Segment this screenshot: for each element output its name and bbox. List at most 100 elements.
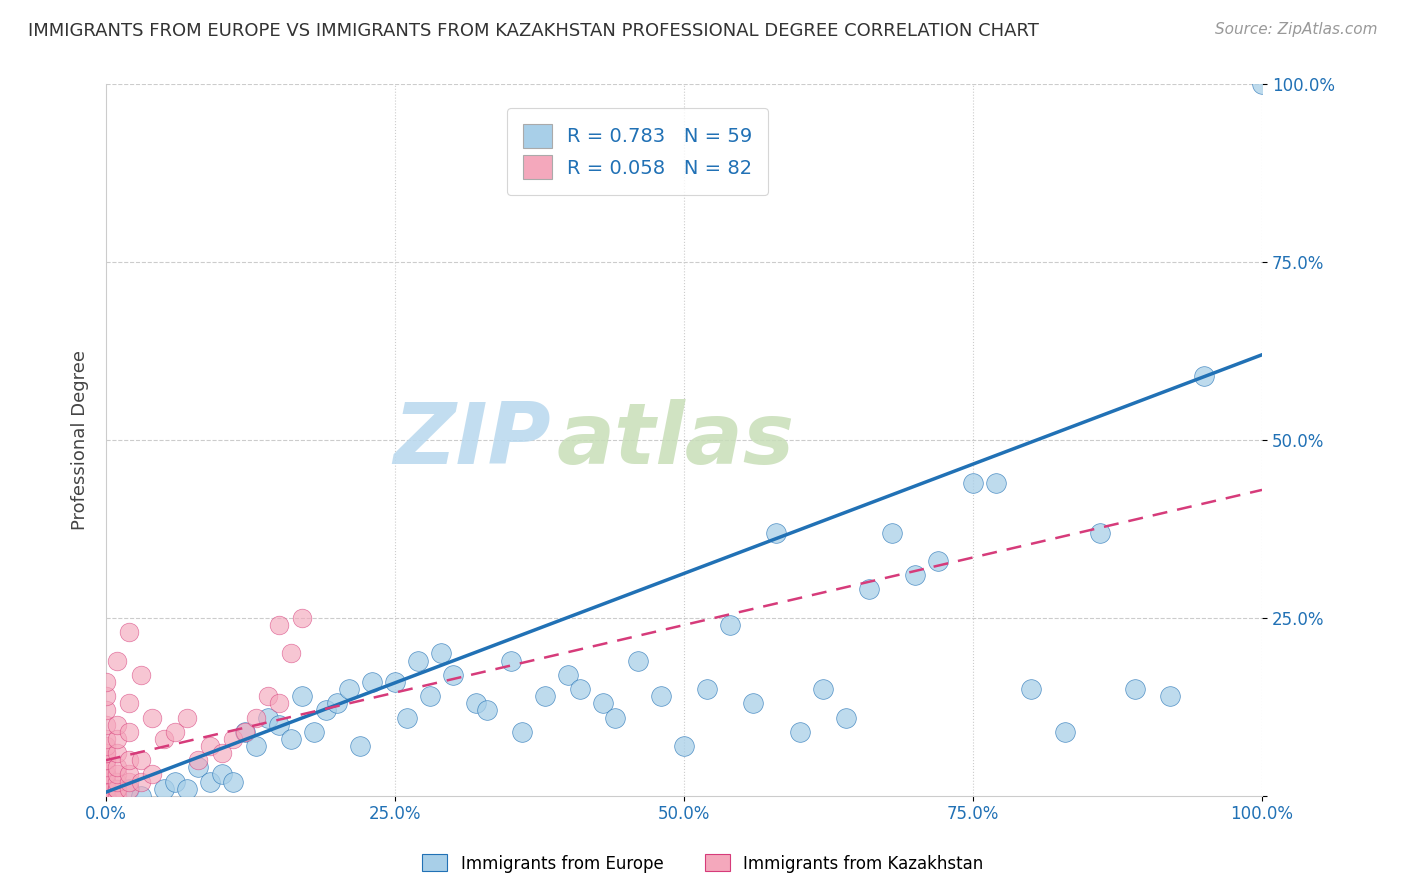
Point [94,789,117,803]
Point [107,731,129,746]
Point [1123,681,1146,696]
Point [107,767,129,781]
Point [1088,525,1111,540]
Point [107,789,129,803]
Point [384,675,406,690]
Point [880,525,903,540]
Point [222,774,245,789]
Point [198,739,221,753]
Point [94,753,117,767]
Point [94,789,117,803]
Point [94,789,117,803]
Point [291,689,314,703]
Point [94,789,117,803]
Point [984,475,1007,490]
Point [1159,689,1181,703]
Point [499,654,522,668]
Point [94,767,117,781]
Point [94,774,117,789]
Point [627,654,650,668]
Legend: Immigrants from Europe, Immigrants from Kazakhstan: Immigrants from Europe, Immigrants from … [416,847,990,880]
Point [107,781,129,796]
Point [118,774,141,789]
Point [94,774,117,789]
Point [291,611,314,625]
Point [696,681,718,696]
Point [360,675,382,690]
Point [141,710,163,724]
Point [94,789,117,803]
Point [94,789,117,803]
Point [94,789,117,803]
Point [557,668,579,682]
Point [94,781,117,796]
Point [1019,681,1042,696]
Point [94,781,117,796]
Point [107,654,129,668]
Point [211,746,233,760]
Point [94,781,117,796]
Point [94,774,117,789]
Point [337,681,360,696]
Point [94,789,117,803]
Point [406,654,429,668]
Point [349,739,371,753]
Point [233,724,256,739]
Point [245,710,267,724]
Point [94,789,117,803]
Y-axis label: Professional Degree: Professional Degree [72,350,89,530]
Point [107,774,129,789]
Point [464,696,486,710]
Point [256,689,278,703]
Point [94,717,117,731]
Point [245,739,267,753]
Point [315,703,337,717]
Point [94,781,117,796]
Point [94,739,117,753]
Point [603,710,626,724]
Point [176,781,198,796]
Point [94,767,117,781]
Text: IMMIGRANTS FROM EUROPE VS IMMIGRANTS FROM KAZAKHSTAN PROFESSIONAL DEGREE CORRELA: IMMIGRANTS FROM EUROPE VS IMMIGRANTS FRO… [28,22,1039,40]
Text: ZIP: ZIP [394,399,551,482]
Point [718,618,741,632]
Point [858,582,880,597]
Point [94,760,117,774]
Point [176,710,198,724]
Point [962,475,984,490]
Point [1192,369,1215,384]
Point [222,731,245,746]
Point [510,724,533,739]
Point [94,789,117,803]
Point [107,746,129,760]
Point [94,731,117,746]
Point [94,746,117,760]
Point [477,703,499,717]
Point [302,724,325,739]
Point [94,774,117,789]
Point [419,689,441,703]
Point [395,710,418,724]
Point [256,710,278,724]
Point [129,789,152,803]
Point [152,731,174,746]
Point [94,789,117,803]
Point [94,781,117,796]
Point [233,724,256,739]
Point [187,760,209,774]
Point [280,647,302,661]
Text: Source: ZipAtlas.com: Source: ZipAtlas.com [1215,22,1378,37]
Point [269,717,291,731]
Text: atlas: atlas [557,399,794,482]
Point [441,668,464,682]
Point [811,681,834,696]
Point [94,789,117,803]
Point [765,525,787,540]
Point [534,689,557,703]
Point [1054,724,1077,739]
Point [94,774,117,789]
Point [269,696,291,710]
Point [198,774,221,789]
Point [835,710,858,724]
Point [94,781,117,796]
